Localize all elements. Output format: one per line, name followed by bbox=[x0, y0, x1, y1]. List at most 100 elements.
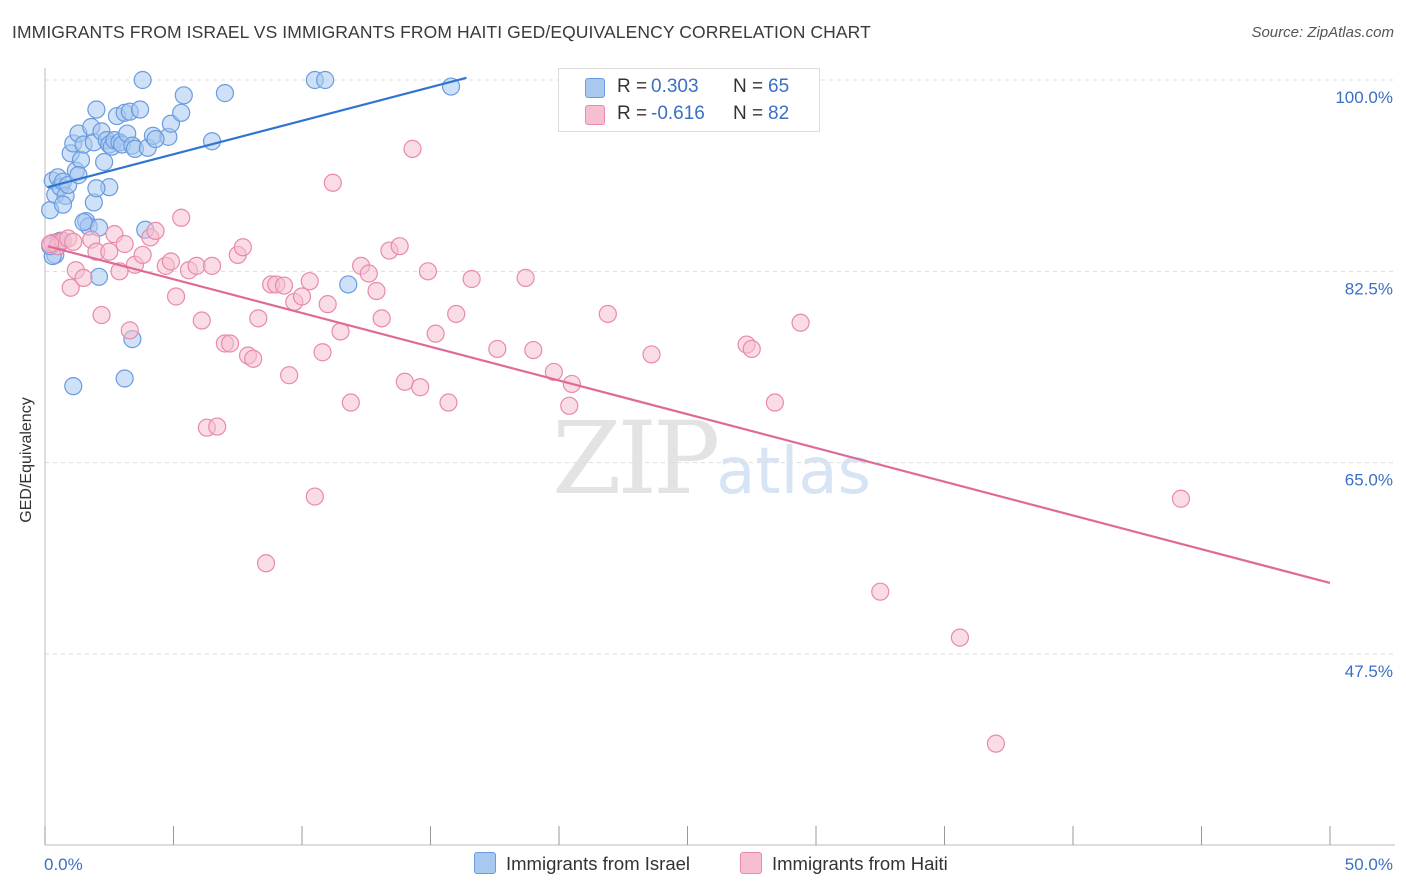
trend-lines bbox=[47, 76, 1331, 584]
haiti-point bbox=[300, 272, 319, 291]
israel-point bbox=[87, 179, 106, 198]
haiti-point bbox=[950, 628, 970, 647]
israel-n-label: N = bbox=[733, 76, 764, 97]
haiti-point bbox=[305, 487, 324, 506]
israel-point bbox=[133, 70, 152, 90]
israel-point bbox=[316, 70, 335, 90]
bottom-haiti-label: Immigrants from Haiti bbox=[772, 853, 948, 874]
haiti-point bbox=[791, 313, 810, 332]
haiti-point bbox=[220, 334, 240, 353]
axes bbox=[44, 68, 1395, 846]
haiti-point bbox=[133, 245, 152, 265]
haiti-point bbox=[292, 287, 312, 306]
haiti-point bbox=[61, 278, 80, 297]
haiti-point bbox=[92, 305, 111, 325]
haiti-swatch bbox=[585, 105, 605, 125]
haiti-point bbox=[249, 309, 268, 328]
israel-trend-line bbox=[47, 76, 467, 189]
haiti-point bbox=[871, 582, 890, 601]
haiti-point bbox=[100, 242, 119, 261]
haiti-point bbox=[488, 339, 507, 359]
grid-lines bbox=[45, 79, 1395, 655]
bottom-israel-label: Immigrants from Israel bbox=[506, 853, 691, 874]
haiti-n-label: N = bbox=[733, 103, 764, 124]
bottom-haiti-swatch bbox=[740, 852, 762, 874]
haiti-point bbox=[411, 378, 430, 397]
haiti-point bbox=[359, 264, 378, 283]
haiti-point bbox=[341, 393, 360, 412]
correlation-legend: R = 0.303 N = 65 R = -0.616 N = 82 bbox=[558, 68, 820, 132]
haiti-point bbox=[524, 340, 543, 360]
haiti-point bbox=[642, 345, 661, 364]
haiti-point bbox=[244, 349, 263, 368]
haiti-point bbox=[202, 256, 222, 275]
y-tick-label: 65.0% bbox=[1345, 471, 1393, 490]
israel-point bbox=[87, 100, 106, 119]
israel-r-value: 0.303 bbox=[651, 76, 699, 97]
x-tick-label-max: 50.0% bbox=[1345, 855, 1393, 874]
haiti-r-label: R = bbox=[617, 103, 648, 124]
haiti-point bbox=[274, 276, 294, 295]
haiti-point bbox=[120, 321, 139, 340]
israel-point bbox=[174, 86, 193, 105]
haiti-point bbox=[115, 234, 134, 254]
haiti-point bbox=[313, 343, 332, 362]
x-tick-label-min: 0.0% bbox=[44, 855, 83, 874]
tick-labels: 47.5% 65.0% 82.5% 100.0% 0.0% 50.0% bbox=[44, 88, 1393, 874]
haiti-point bbox=[192, 311, 211, 330]
haiti-point bbox=[74, 268, 93, 287]
israel-point bbox=[172, 103, 191, 122]
haiti-point bbox=[367, 281, 386, 301]
haiti-point bbox=[161, 252, 181, 271]
haiti-point bbox=[208, 417, 227, 436]
haiti-point bbox=[187, 256, 206, 275]
haiti-point bbox=[256, 554, 276, 573]
haiti-point bbox=[233, 238, 252, 257]
haiti-point bbox=[447, 304, 466, 324]
haiti-point bbox=[462, 269, 481, 289]
israel-point bbox=[146, 129, 165, 149]
israel-point bbox=[74, 213, 93, 232]
haiti-point bbox=[41, 234, 60, 254]
haiti-point bbox=[560, 396, 579, 415]
israel-n-value: 65 bbox=[768, 76, 790, 97]
haiti-point bbox=[172, 208, 191, 227]
y-tick-label: 100.0% bbox=[1335, 88, 1393, 107]
haiti-point bbox=[439, 393, 458, 412]
haiti-point bbox=[742, 339, 761, 359]
israel-point bbox=[215, 84, 234, 103]
haiti-point bbox=[64, 232, 83, 251]
israel-swatch bbox=[585, 78, 605, 98]
israel-point bbox=[71, 150, 91, 169]
haiti-points bbox=[41, 139, 1191, 753]
israel-points bbox=[41, 70, 461, 396]
israel-point bbox=[115, 369, 134, 388]
haiti-point bbox=[395, 372, 414, 391]
haiti-point bbox=[765, 393, 784, 412]
source-credit: Source: ZipAtlas.com bbox=[1251, 24, 1394, 41]
y-tick-label: 47.5% bbox=[1345, 662, 1393, 681]
haiti-point bbox=[318, 295, 337, 314]
haiti-point bbox=[418, 262, 438, 281]
israel-point bbox=[202, 132, 222, 151]
haiti-point bbox=[1171, 489, 1191, 508]
haiti-point bbox=[598, 304, 617, 324]
haiti-point bbox=[146, 221, 165, 240]
haiti-n-value: 82 bbox=[768, 103, 790, 124]
israel-point bbox=[53, 195, 73, 214]
chart-title: IMMIGRANTS FROM ISRAEL VS IMMIGRANTS FRO… bbox=[12, 22, 871, 42]
haiti-point bbox=[390, 237, 409, 256]
haiti-point bbox=[426, 324, 445, 343]
haiti-point bbox=[372, 309, 391, 328]
haiti-point bbox=[166, 287, 186, 306]
haiti-point bbox=[403, 139, 422, 158]
israel-point bbox=[95, 152, 114, 172]
israel-point bbox=[130, 100, 150, 119]
bottom-legend-israel: Immigrants from Israel bbox=[474, 852, 690, 875]
haiti-r-value: -0.616 bbox=[651, 103, 705, 124]
haiti-trend-line bbox=[47, 245, 1331, 584]
israel-r-label: R = bbox=[617, 76, 648, 97]
y-axis-label: GED/Equivalency bbox=[18, 397, 35, 523]
watermark-atlas: atlas bbox=[716, 435, 871, 509]
